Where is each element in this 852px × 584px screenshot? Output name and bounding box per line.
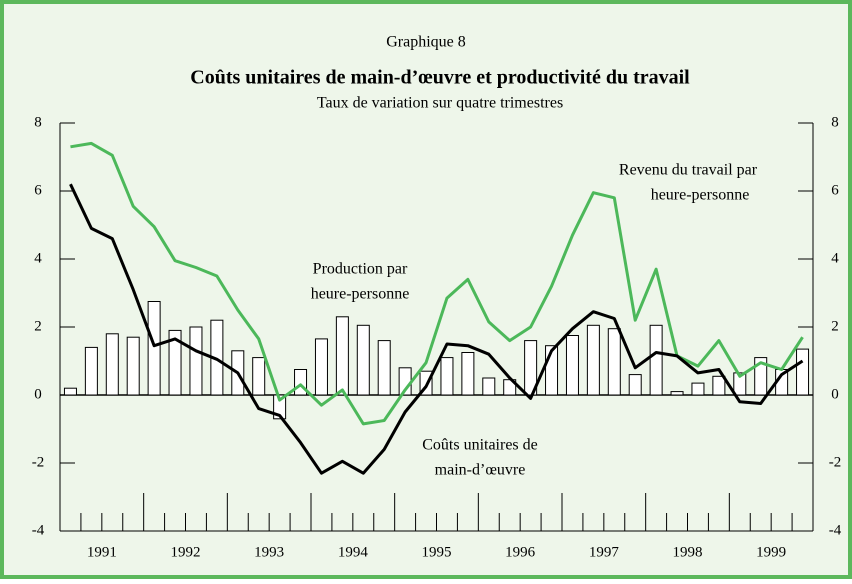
bar xyxy=(440,357,454,396)
bar xyxy=(189,326,203,396)
bar xyxy=(796,348,810,396)
bar xyxy=(335,316,349,396)
y-tick-label: -2 xyxy=(32,454,45,470)
line xyxy=(69,183,804,475)
annotation: Coûts unitaires de xyxy=(422,437,538,454)
y2-tick-label: 0 xyxy=(831,386,839,402)
bar xyxy=(356,324,370,396)
bar xyxy=(565,335,579,396)
bar xyxy=(733,372,747,396)
bar xyxy=(649,324,663,396)
annotation: Production par xyxy=(313,261,408,278)
x-tick-label: 1996 xyxy=(505,544,536,560)
bar xyxy=(377,340,391,396)
y2-tick-label: 2 xyxy=(831,318,839,334)
x-tick-label: 1995 xyxy=(422,544,452,560)
bar xyxy=(628,374,642,396)
bar xyxy=(754,357,768,396)
bar xyxy=(712,375,726,396)
chart-title: Coûts unitaires de main-d’œuvre et produ… xyxy=(190,67,690,89)
bar xyxy=(482,377,496,396)
chart-heading: Graphique 8 xyxy=(386,34,466,51)
y-tick-label: 0 xyxy=(34,386,42,402)
y2-tick-label: 8 xyxy=(831,114,839,130)
bar xyxy=(126,336,140,396)
x-tick-label: 1997 xyxy=(589,544,620,560)
x-tick-label: 1993 xyxy=(254,544,284,560)
bar xyxy=(84,346,98,396)
y2-tick-label: -4 xyxy=(829,522,842,538)
bar xyxy=(147,301,161,396)
y-tick-label: -4 xyxy=(32,522,45,538)
bar xyxy=(252,357,266,396)
y2-tick-label: 4 xyxy=(831,250,839,266)
bar xyxy=(168,329,182,396)
bar xyxy=(294,369,308,396)
bar xyxy=(461,352,475,396)
bar xyxy=(670,391,684,396)
y-tick-label: 8 xyxy=(34,114,42,130)
x-tick-label: 1992 xyxy=(171,544,201,560)
x-tick-label: 1999 xyxy=(756,544,786,560)
annotation: heure-personne xyxy=(311,286,410,303)
y-tick-label: 4 xyxy=(34,250,42,266)
x-tick-label: 1994 xyxy=(338,544,369,560)
x-tick-label: 1998 xyxy=(673,544,703,560)
chart-subtitle: Taux de variation sur quatre trimestres xyxy=(317,95,563,112)
y2-tick-label: -2 xyxy=(829,454,842,470)
bar xyxy=(607,328,621,396)
x-tick-label: 1991 xyxy=(87,544,117,560)
bar xyxy=(586,324,600,396)
annotation: Revenu du travail par xyxy=(619,162,758,179)
y-tick-label: 6 xyxy=(34,182,42,198)
annotation: main-d’œuvre xyxy=(435,462,526,479)
bar xyxy=(691,382,705,396)
y2-tick-label: 6 xyxy=(831,182,839,198)
y-tick-label: 2 xyxy=(34,318,42,334)
bar xyxy=(63,387,77,396)
annotation: heure-personne xyxy=(651,187,750,204)
bar xyxy=(105,333,119,396)
bar xyxy=(314,338,328,396)
